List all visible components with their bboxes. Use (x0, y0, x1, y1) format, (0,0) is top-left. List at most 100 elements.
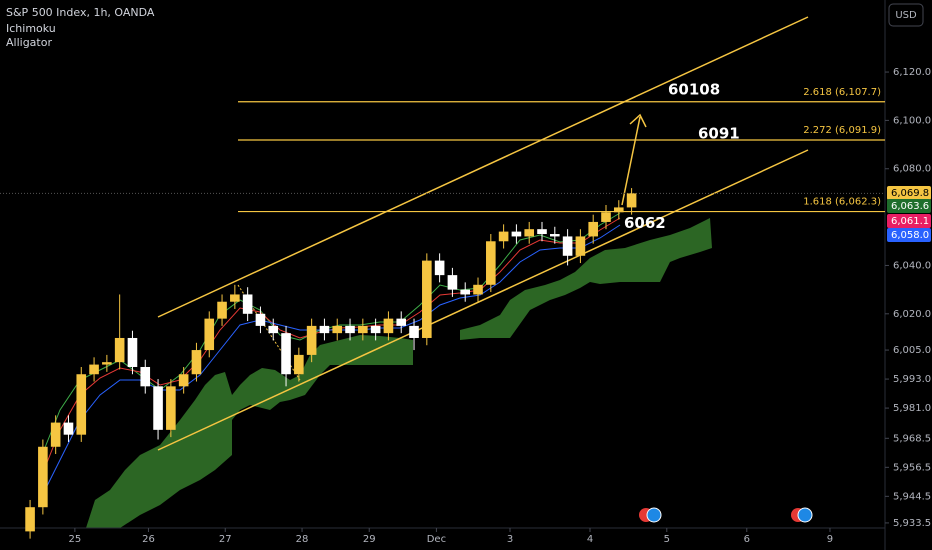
x-tick-label: 4 (587, 534, 593, 545)
price-badge-label: 6,069.8 (891, 188, 929, 199)
candle-body (191, 350, 202, 375)
event-icon[interactable] (639, 507, 662, 523)
candle-body (102, 362, 112, 365)
candle-body (114, 337, 125, 363)
candle-body (345, 325, 355, 334)
y-tick-label: 6,040.0 (893, 260, 931, 271)
alligator-jaw (39, 224, 621, 501)
currency-label[interactable]: USD (895, 10, 917, 21)
x-tick-label: 6 (744, 534, 750, 545)
candle-body (332, 325, 343, 334)
y-tick-label: 6,120.0 (893, 67, 931, 78)
y-tick-label: 5,981.0 (893, 403, 931, 414)
candle-body (537, 229, 547, 235)
x-tick-label: 3 (507, 534, 513, 545)
candle-body (486, 241, 496, 285)
candle-body (319, 325, 330, 334)
candle-body (613, 207, 624, 213)
candle-body (127, 337, 138, 367)
candle-body (562, 236, 573, 256)
fib-label: 2.618 (6,107.7) (803, 87, 881, 98)
x-tick-label: Dec (427, 534, 446, 545)
price-badge-label: 6,063.6 (891, 201, 929, 212)
candle-body (396, 318, 407, 326)
candle-body (447, 275, 458, 290)
candle-body (217, 301, 227, 319)
x-tick-label: 9 (827, 534, 833, 545)
candle-body (140, 366, 151, 387)
fib-label: 1.618 (6,062.3) (803, 197, 881, 208)
candle-body (358, 325, 368, 334)
price-badge-label: 6,058.0 (891, 230, 929, 241)
price-badge (887, 186, 931, 200)
x-tick-label: 27 (219, 534, 232, 545)
annotation: 6062 (624, 214, 666, 232)
candle-body (306, 325, 317, 355)
y-tick-label: 5,933.5 (893, 518, 931, 529)
candle-body (38, 446, 48, 508)
candle-body (50, 422, 61, 447)
y-tick-label: 5,993.0 (893, 374, 931, 385)
candle-body (63, 422, 74, 435)
candle-body (370, 325, 381, 334)
candle-body (76, 374, 87, 435)
candle-body (204, 318, 215, 351)
x-tick-label: 28 (296, 534, 309, 545)
price-axis (885, 0, 932, 550)
ichimoku-cloud (460, 218, 712, 340)
candle-body (153, 386, 163, 430)
alligator-lips (39, 212, 621, 461)
candle-body (498, 231, 509, 242)
candle-body (294, 354, 304, 375)
currency-button[interactable] (888, 3, 924, 27)
annotation: 6091 (698, 125, 740, 143)
candle-body (409, 325, 419, 338)
candle-body (473, 284, 483, 295)
y-tick-label: 6,020.0 (893, 309, 931, 320)
candle-body (550, 234, 560, 237)
x-tick-label: 25 (69, 534, 82, 545)
indicator-name: Ichimoku (6, 22, 56, 35)
price-badge (887, 214, 931, 228)
x-tick-label: 5 (664, 534, 670, 545)
candle-body (255, 313, 266, 326)
y-tick-label: 5,944.5 (893, 491, 931, 502)
candle-body (601, 212, 611, 222)
price-badge (887, 228, 931, 242)
candle-body (242, 294, 253, 314)
indicator-name: Alligator (6, 36, 52, 49)
candle-body (230, 294, 240, 302)
y-tick-label: 5,968.5 (893, 433, 931, 444)
fib-label: 2.272 (6,091.9) (803, 125, 881, 136)
y-tick-label: 6,080.0 (893, 164, 931, 175)
price-badge-label: 6,061.1 (891, 216, 929, 227)
candle-body (626, 193, 637, 208)
candle-body (178, 374, 189, 387)
chart-title: S&P 500 Index, 1h, OANDA (6, 6, 155, 19)
candle-body (511, 231, 522, 237)
y-tick-label: 5,956.5 (893, 462, 931, 473)
candle-body (281, 333, 291, 375)
candle-body (422, 260, 432, 338)
candle-body (383, 318, 394, 334)
target-arrow-head (629, 113, 647, 128)
candle-body (575, 236, 586, 256)
x-tick-label: 26 (142, 534, 155, 545)
y-tick-label: 6,100.0 (893, 115, 931, 126)
candle-body (166, 386, 176, 430)
channel-lower (157, 149, 809, 451)
ichimoku-cloud (86, 335, 413, 528)
candle-body (25, 507, 35, 532)
candle-body (588, 221, 598, 237)
price-badge (887, 199, 931, 213)
event-icon[interactable] (791, 507, 813, 523)
candle-body (524, 229, 535, 237)
channel-upper (157, 16, 809, 318)
candle-body (89, 364, 99, 375)
annotation: 60108 (668, 81, 720, 99)
candle-body (434, 260, 445, 276)
candle-body (460, 289, 471, 295)
x-tick-label: 29 (363, 534, 376, 545)
